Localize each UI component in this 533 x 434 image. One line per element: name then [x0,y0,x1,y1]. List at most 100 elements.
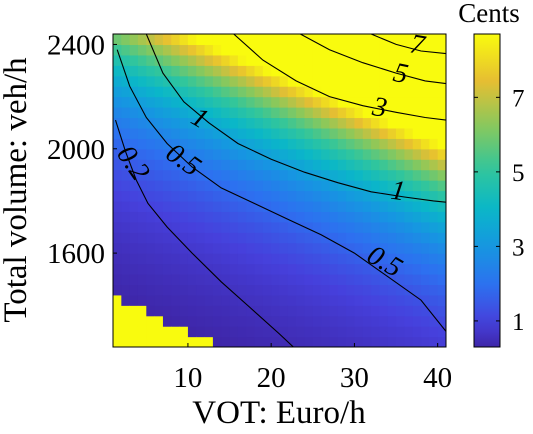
heatmap-cell [121,232,131,244]
heatmap-cell [129,96,139,108]
heatmap-cell [412,315,422,327]
heatmap-cell [371,65,380,77]
heatmap-cell [129,200,139,212]
heatmap-cell [279,273,289,285]
heatmap-cell [179,336,189,347]
heatmap-cell [354,54,364,66]
heatmap-cell [296,273,306,285]
heatmap-cell [329,190,339,202]
contour-lines [114,34,446,347]
heatmap-cell [129,65,139,77]
heatmap-cell [137,211,147,223]
heatmap-cell [212,54,222,66]
heatmap-cell [429,305,439,317]
heatmap-cell [387,138,397,150]
heatmap-cell [221,54,231,66]
heatmap-cell [162,86,172,98]
heatmap-cell [254,190,264,202]
heatmap-cell [421,315,430,327]
heatmap-cell [229,190,239,202]
heatmap-cell [279,127,289,139]
heatmap-cell [362,263,372,275]
heatmap-cell [121,190,131,202]
heatmap-cell [137,65,147,77]
heatmap-cell [271,294,281,306]
heatmap-cell [204,200,214,212]
heatmap-cell [312,284,322,296]
contour-label: 7 [408,28,428,61]
heatmap-cell [129,180,139,192]
heatmap-cell [204,294,214,306]
heatmap-cell [237,336,247,347]
heatmap-cell [379,326,389,338]
heatmap-cell [154,159,164,171]
heatmap-cell [237,159,247,171]
heatmap-cell [321,138,331,150]
heatmap-cell [404,86,414,98]
heatmap-cell [321,200,331,212]
heatmap-cell [129,117,139,129]
heatmap-cell [371,96,380,108]
heatmap-cell [371,138,380,150]
heatmap-cell [337,65,347,77]
heatmap-cell [137,326,147,338]
heatmap-cell [254,253,264,265]
heatmap-cell [254,86,264,98]
heatmap-cell [229,65,239,77]
heatmap-cell [412,242,422,254]
colorbar-ticks: 1 3 5 7 [474,85,525,336]
heatmap-cell [246,54,256,66]
heatmap-cell [212,253,222,265]
heatmap-cell [437,44,446,56]
heatmap-cell [154,117,164,129]
heatmap-cell [171,169,181,181]
heatmap-cell [237,180,247,192]
heatmap-cell [354,65,364,77]
heatmap-cell [304,34,314,46]
heatmap-cell [437,200,446,212]
heatmap-cell [162,200,172,212]
colorbar [473,33,501,348]
heatmap-cell [412,232,422,244]
heatmap-cell [271,169,281,181]
heatmap-cell [287,86,297,98]
heatmap-cell [429,263,439,275]
heatmap-cell [221,75,231,87]
heatmap-cell [271,336,281,347]
heatmap-cell [196,180,206,192]
heatmap-cell [329,159,339,171]
heatmap-cell [212,273,222,285]
heatmap-cell [362,284,372,296]
heatmap-cell [321,221,331,233]
heatmap-cell [146,263,156,275]
heatmap-cell [437,34,446,46]
heatmap-cell [237,273,247,285]
heatmap-cell [254,107,264,119]
heatmap-cell [137,305,147,317]
heatmap-cell [371,211,380,223]
heatmap-cell [246,294,256,306]
heatmap-cell [237,44,247,56]
heatmap-cell [421,284,430,296]
heatmap-cell [404,326,414,338]
heatmap-cell [271,200,281,212]
heatmap-cell [179,86,189,98]
heatmap-cell [237,75,247,87]
heatmap-cell [221,65,231,77]
heatmap-cell [129,148,139,160]
heatmap-cell [396,305,405,317]
heatmap-cell [246,169,256,181]
heatmap-cell [346,44,356,56]
y-axis-label: Total volume: veh/h [0,57,34,323]
heatmap-cell [321,294,331,306]
heatmap-cell [304,169,314,181]
heatmap-cell [254,96,264,108]
heatmap-cell [137,117,147,129]
heatmap-cell [162,305,172,317]
heatmap-cell [312,232,322,244]
heatmap-cell [179,200,189,212]
heatmap-cell [271,326,281,338]
heatmap-cell [329,54,339,66]
heatmap-cell [129,44,139,56]
heatmap-cell [246,86,256,98]
